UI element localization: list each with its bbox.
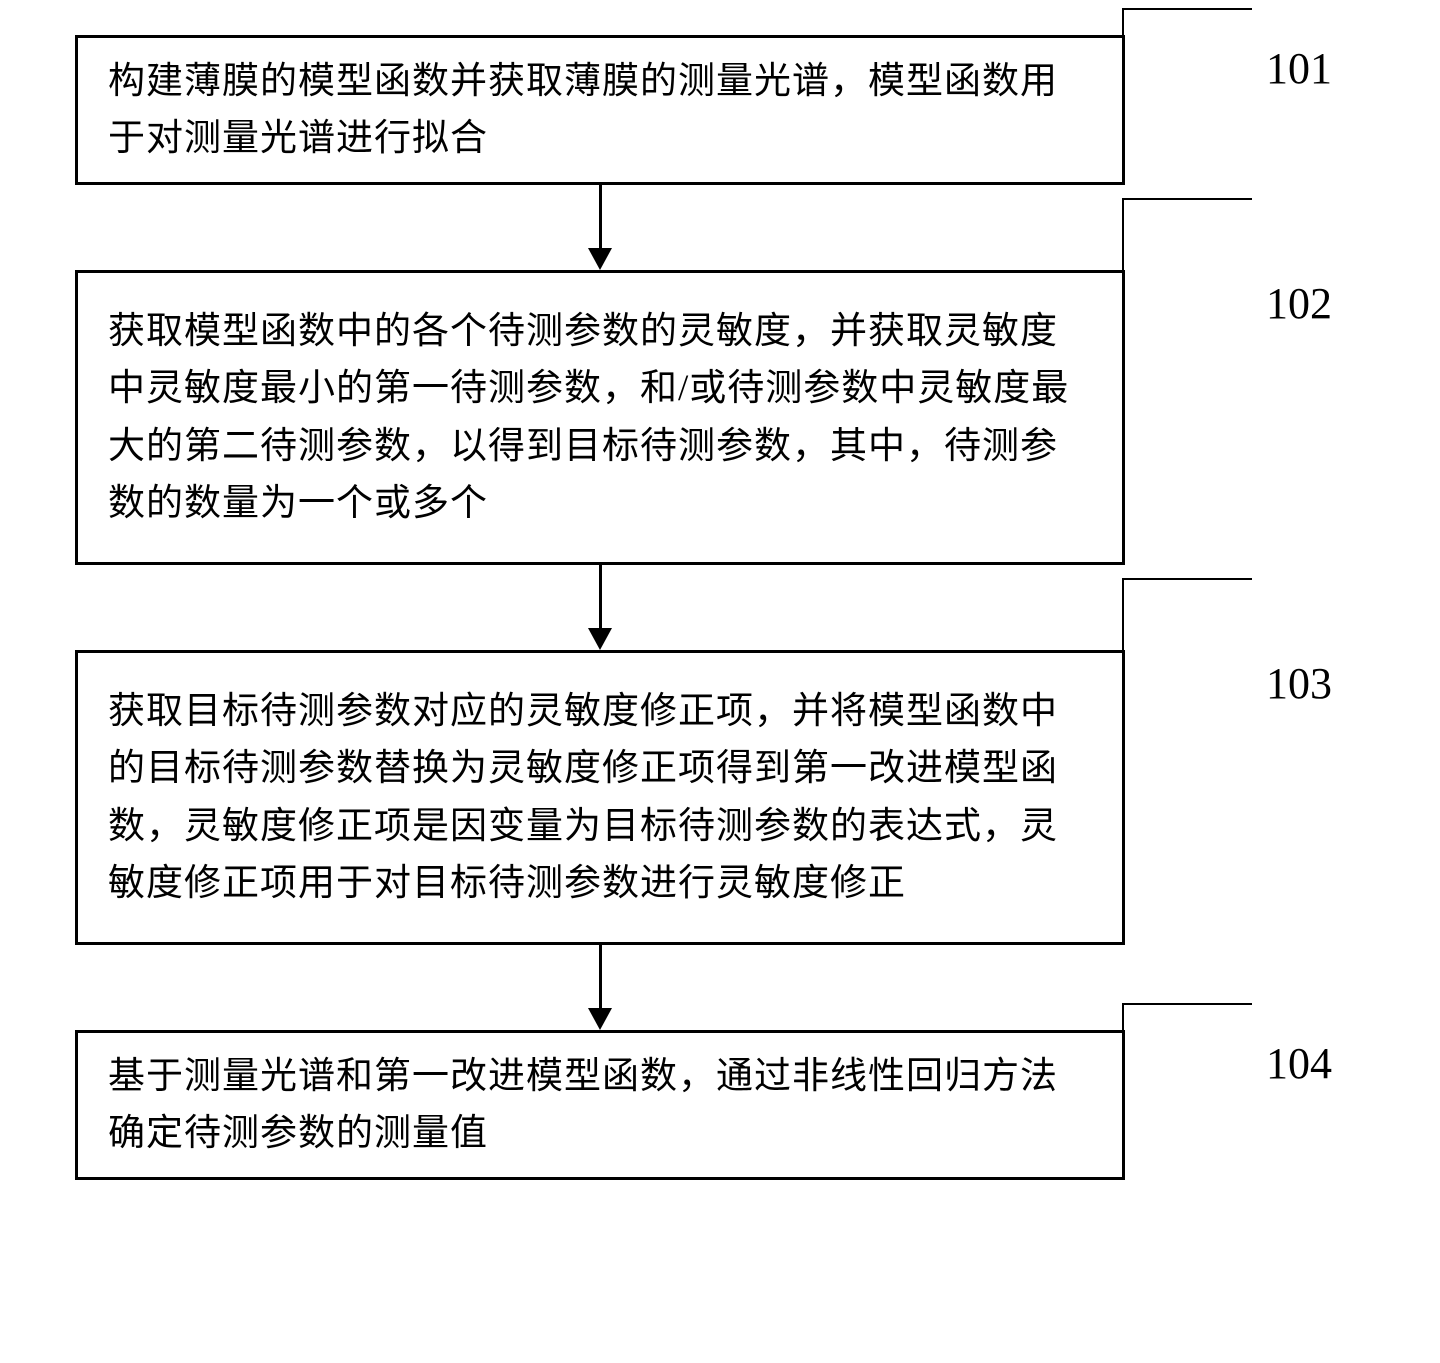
arrow-101-to-102 bbox=[75, 185, 1125, 270]
arrow-head-icon bbox=[588, 1008, 612, 1030]
flowchart-step-102: 获取模型函数中的各个待测参数的灵敏度，并获取灵敏度中灵敏度最小的第一待测参数，和… bbox=[75, 270, 1125, 565]
connector-line bbox=[1122, 198, 1252, 278]
arrow-line bbox=[599, 945, 602, 1010]
step-label: 104 bbox=[1266, 1038, 1332, 1089]
arrow-head-icon bbox=[588, 248, 612, 270]
connector-line bbox=[1122, 8, 1252, 43]
connector-line bbox=[1122, 578, 1252, 658]
arrow-103-to-104 bbox=[75, 945, 1125, 1030]
flowchart-step-101: 构建薄膜的模型函数并获取薄膜的测量光谱，模型函数用于对测量光谱进行拟合 101 bbox=[75, 35, 1125, 185]
step-text: 基于测量光谱和第一改进模型函数，通过非线性回归方法确定待测参数的测量值 bbox=[108, 1048, 1092, 1163]
step-text: 获取模型函数中的各个待测参数的灵敏度，并获取灵敏度中灵敏度最小的第一待测参数，和… bbox=[108, 303, 1092, 532]
flowchart-step-104: 基于测量光谱和第一改进模型函数，通过非线性回归方法确定待测参数的测量值 104 bbox=[75, 1030, 1125, 1180]
step-label: 103 bbox=[1266, 658, 1332, 709]
flowchart-step-103: 获取目标待测参数对应的灵敏度修正项，并将模型函数中的目标待测参数替换为灵敏度修正… bbox=[75, 650, 1125, 945]
arrow-line bbox=[599, 565, 602, 630]
step-text: 构建薄膜的模型函数并获取薄膜的测量光谱，模型函数用于对测量光谱进行拟合 bbox=[108, 53, 1092, 168]
step-text: 获取目标待测参数对应的灵敏度修正项，并将模型函数中的目标待测参数替换为灵敏度修正… bbox=[108, 683, 1092, 912]
connector-line bbox=[1122, 1003, 1252, 1038]
step-label: 102 bbox=[1266, 278, 1332, 329]
arrow-102-to-103 bbox=[75, 565, 1125, 650]
step-label: 101 bbox=[1266, 43, 1332, 94]
arrow-head-icon bbox=[588, 628, 612, 650]
flowchart-container: 构建薄膜的模型函数并获取薄膜的测量光谱，模型函数用于对测量光谱进行拟合 101 … bbox=[75, 35, 1365, 1180]
arrow-line bbox=[599, 185, 602, 250]
